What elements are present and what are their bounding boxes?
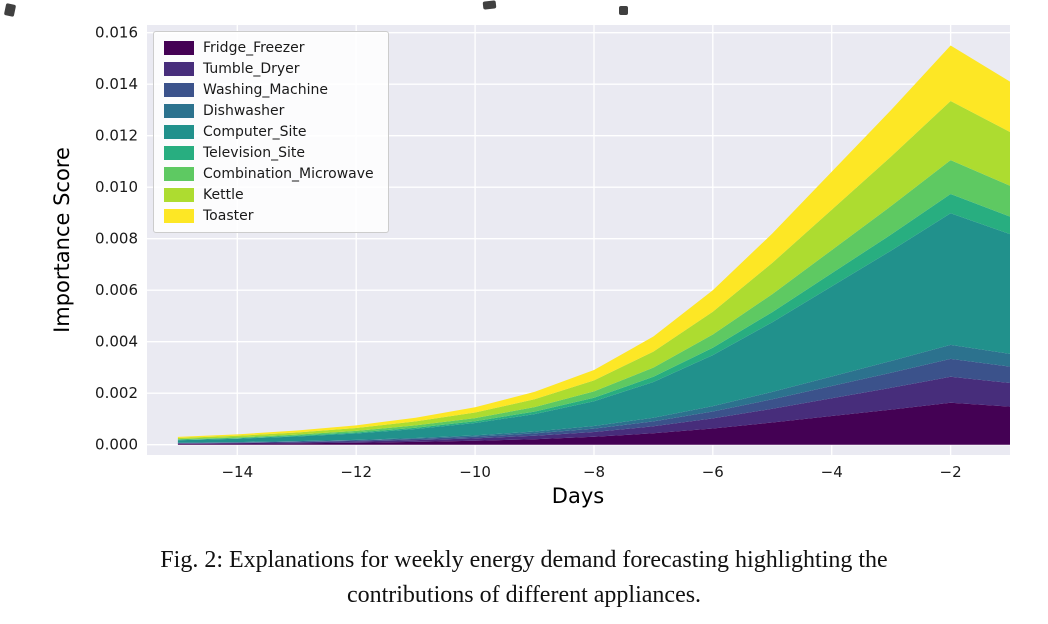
legend-swatch-icon	[164, 146, 194, 160]
legend-label: Washing_Machine	[203, 82, 328, 98]
legend-swatch-icon	[164, 62, 194, 76]
legend-swatch-icon	[164, 188, 194, 202]
figure-caption-line-2: contributions of different appliances.	[346, 582, 702, 608]
area-tumble_dryer	[177, 376, 1010, 444]
legend-item-washing_machine: Washing_Machine	[164, 82, 374, 98]
legend-swatch-icon	[164, 167, 194, 181]
stacked-area-figure: −14 −12 −10 −8 −6 −4 −2 0.000 0.002 0.004 0.006 0.0…	[3, 0, 1010, 508]
legend-swatch-icon	[164, 104, 194, 118]
area-computer_site	[177, 213, 1010, 443]
chart-canvas: −14 −12 −10 −8 −6 −4 −2 0.000 0.002 0.004 0.006 0.0…	[95, 24, 1010, 481]
legend-item-kettle: Kettle	[164, 187, 374, 203]
y-tick-label: 0.016	[95, 24, 138, 42]
y-tick-label: 0.000	[95, 436, 138, 454]
area-washing_machine	[177, 358, 1010, 444]
legend-item-combination_microwave: Combination_Microwave	[164, 166, 374, 182]
x-tick-label: −4	[821, 463, 843, 481]
legend-item-computer_site: Computer_Site	[164, 124, 374, 140]
y-tick-label: 0.004	[95, 333, 138, 351]
legend-label: Computer_Site	[203, 124, 307, 140]
chart-legend: Fridge_Freezer Tumble_Dryer Washing_Machin…	[153, 31, 389, 233]
x-axis-label: Days	[551, 484, 605, 508]
legend-label: Tumble_Dryer	[203, 61, 300, 77]
legend-swatch-icon	[164, 125, 194, 139]
x-tick-label: −6	[702, 463, 724, 481]
legend-label: Kettle	[203, 187, 244, 203]
legend-label: Combination_Microwave	[203, 166, 374, 182]
legend-item-television_site: Television_Site	[164, 145, 374, 161]
legend-item-dishwasher: Dishwasher	[164, 103, 374, 119]
y-tick-label: 0.012	[95, 127, 138, 145]
legend-label: Dishwasher	[203, 103, 285, 119]
area-combination_microwave	[177, 160, 1010, 440]
y-tick-label: 0.006	[95, 281, 138, 299]
x-tick-label: −8	[583, 463, 605, 481]
area-television_site	[177, 194, 1010, 441]
x-tick-label: −10	[459, 463, 491, 481]
x-tick-label: −2	[940, 463, 962, 481]
y-tick-label: 0.008	[95, 230, 138, 248]
legend-swatch-icon	[164, 209, 194, 223]
legend-label: Fridge_Freezer	[203, 40, 305, 56]
area-dishwasher	[177, 344, 1010, 443]
crop-artifact	[619, 6, 628, 15]
x-tick-label: −14	[221, 463, 253, 481]
area-toaster	[177, 45, 1010, 438]
legend-item-toaster: Toaster	[164, 208, 374, 224]
legend-item-tumble_dryer: Tumble_Dryer	[164, 61, 374, 77]
legend-swatch-icon	[164, 83, 194, 97]
y-tick-label: 0.010	[95, 178, 138, 196]
y-tick-label: 0.014	[95, 75, 138, 93]
legend-swatch-icon	[164, 41, 194, 55]
crop-artifact	[482, 0, 497, 10]
figure-caption: Fig. 2: Explanations for weekly energy d…	[0, 543, 1048, 613]
y-axis-label: Importance Score	[50, 147, 74, 333]
y-tick-label: 0.002	[95, 384, 138, 402]
legend-item-fridge_freezer: Fridge_Freezer	[164, 40, 374, 56]
legend-label: Television_Site	[203, 145, 305, 161]
x-tick-label: −12	[340, 463, 372, 481]
area-fridge_freezer	[177, 402, 1010, 445]
figure-caption-line-1: Fig. 2: Explanations for weekly energy d…	[160, 547, 888, 573]
legend-label: Toaster	[203, 208, 254, 224]
area-kettle	[177, 101, 1010, 440]
